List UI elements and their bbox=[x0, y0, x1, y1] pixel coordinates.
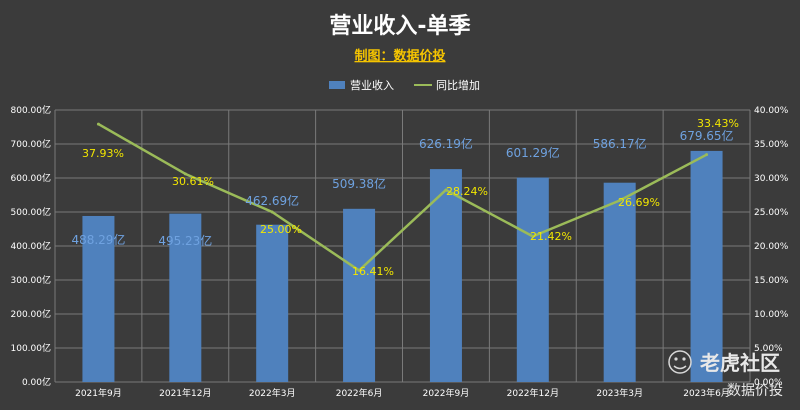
bar-data-label: 462.69亿 bbox=[245, 193, 299, 208]
bar-data-label: 586.17亿 bbox=[593, 136, 647, 151]
bar bbox=[516, 177, 549, 382]
line-point bbox=[705, 153, 709, 157]
line-data-label: 33.43% bbox=[697, 117, 739, 130]
bar bbox=[429, 169, 462, 382]
y-right-tick-label: 20.00% bbox=[754, 242, 789, 252]
bar-data-label: 601.29亿 bbox=[506, 145, 560, 160]
line-data-label: 26.69% bbox=[618, 196, 660, 209]
y-left-tick-label: 100.00亿 bbox=[11, 342, 52, 354]
line-point bbox=[96, 122, 100, 126]
line-point bbox=[531, 234, 535, 238]
bar-data-label: 679.65亿 bbox=[680, 128, 734, 143]
x-tick-label: 2023年3月 bbox=[596, 387, 643, 399]
y-right-tick-label: 40.00% bbox=[754, 106, 789, 116]
line-data-label: 21.42% bbox=[530, 230, 572, 243]
legend-bar-label: 营业收入 bbox=[350, 78, 394, 92]
y-right-tick-label: 15.00% bbox=[754, 276, 789, 286]
line-point bbox=[357, 268, 361, 272]
bar-data-label: 509.38亿 bbox=[332, 176, 386, 191]
y-right-tick-label: 5.00% bbox=[754, 344, 783, 354]
bar bbox=[256, 224, 289, 382]
line-point bbox=[270, 210, 274, 214]
x-tick-label: 2022年9月 bbox=[423, 387, 470, 399]
y-left-tick-label: 700.00亿 bbox=[11, 138, 52, 150]
y-left-tick-label: 500.00亿 bbox=[11, 206, 52, 218]
y-right-tick-label: 10.00% bbox=[754, 310, 789, 320]
line-data-label: 16.41% bbox=[352, 265, 394, 278]
x-tick-label: 2021年9月 bbox=[75, 387, 122, 399]
bar-data-label: 495.23亿 bbox=[158, 233, 212, 248]
watermark: 老虎社区 数据价投 bbox=[668, 350, 783, 399]
axes: 0.00亿 100.00亿 200.00亿 300.00亿 400.00亿 500.00亿… bbox=[11, 104, 789, 399]
line-data-label: 37.93% bbox=[82, 147, 124, 160]
y-right-tick-label: 25.00% bbox=[754, 208, 789, 218]
y-right-tick-label: 0.00% bbox=[754, 378, 783, 388]
watermark-sub: 数据价投 bbox=[727, 383, 783, 399]
y-left-tick-label: 800.00亿 bbox=[11, 104, 52, 116]
line-point bbox=[618, 199, 622, 203]
line-point bbox=[444, 188, 448, 192]
watermark-brand: 老虎社区 bbox=[700, 351, 780, 375]
line-series bbox=[96, 122, 709, 272]
data-labels: 488.29亿 495.23亿 462.69亿 509.38亿 626.19亿 601.2… bbox=[71, 117, 739, 278]
x-tick-label: 2022年3月 bbox=[249, 387, 296, 399]
y-left-tick-label: 400.00亿 bbox=[11, 240, 52, 252]
line-path bbox=[97, 122, 708, 272]
legend: 营业收入 同比增加 bbox=[329, 78, 480, 92]
line-data-label: 28.24% bbox=[446, 185, 488, 198]
y-left-tick-label: 200.00亿 bbox=[11, 308, 52, 320]
x-tick-label: 2022年6月 bbox=[336, 387, 383, 399]
y-left-tick-label: 300.00亿 bbox=[11, 274, 52, 286]
bar bbox=[690, 150, 723, 382]
bar bbox=[169, 213, 202, 382]
legend-bar-swatch bbox=[329, 81, 345, 89]
chart-subtitle: 制图：数据价投 bbox=[354, 48, 445, 64]
line-data-label: 30.61% bbox=[172, 175, 214, 188]
y-left-tick-label: 600.00亿 bbox=[11, 172, 52, 184]
y-left-tick-label: 0.00亿 bbox=[22, 376, 51, 388]
bar bbox=[603, 182, 636, 382]
bar-data-label: 626.19亿 bbox=[419, 136, 473, 151]
bar bbox=[82, 215, 115, 382]
bar-series bbox=[82, 150, 723, 382]
y-right-tick-label: 30.00% bbox=[754, 174, 789, 184]
chart-title: 营业收入-单季 bbox=[329, 13, 470, 39]
x-tick-label: 2021年12月 bbox=[159, 387, 211, 399]
legend-line-label: 同比增加 bbox=[436, 78, 480, 92]
line-point bbox=[183, 172, 187, 176]
line-data-label: 25.00% bbox=[260, 223, 302, 236]
bar-data-label: 488.29亿 bbox=[71, 232, 125, 247]
y-right-tick-label: 35.00% bbox=[754, 140, 789, 150]
x-tick-label: 2023年6月 bbox=[683, 387, 730, 399]
x-tick-label: 2022年12月 bbox=[507, 387, 559, 399]
tiger-logo-icon bbox=[668, 350, 692, 374]
bar bbox=[343, 208, 376, 382]
